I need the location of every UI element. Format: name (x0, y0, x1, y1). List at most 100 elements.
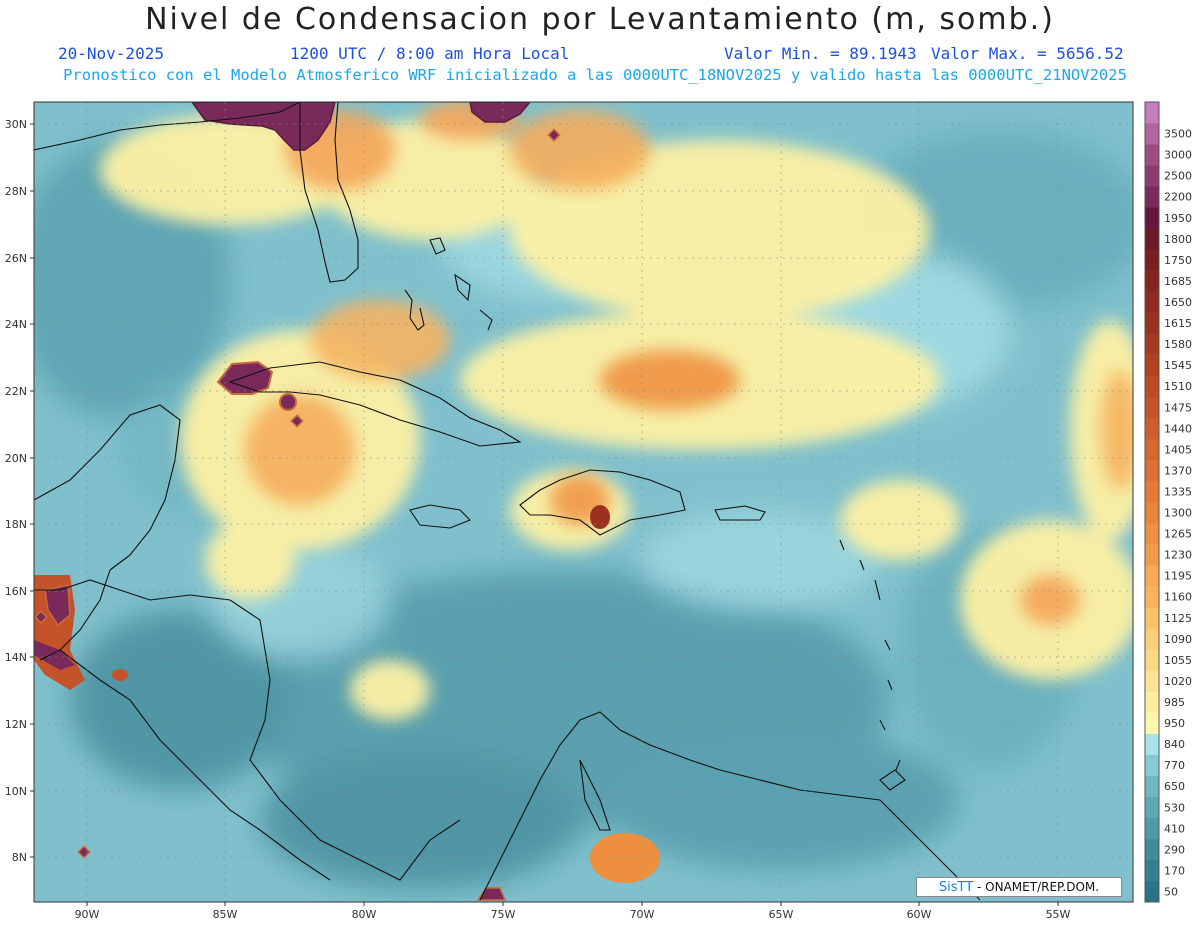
credit-box: SisTT - ONAMET/REP.DOM. (916, 877, 1122, 897)
legend-swatch (1145, 712, 1159, 734)
lat-label: 28N (5, 185, 27, 198)
legend-label: 410 (1164, 822, 1185, 835)
lat-label: 24N (5, 318, 27, 331)
legend-swatch (1145, 144, 1159, 166)
legend-swatch (1145, 565, 1159, 587)
legend-swatch (1145, 502, 1159, 524)
lat-label: 12N (5, 718, 27, 731)
legend-swatch (1145, 523, 1159, 545)
legend-label: 1230 (1164, 549, 1192, 562)
legend-swatch (1145, 817, 1159, 840)
lon-label: 60W (907, 908, 932, 921)
lon-label: 90W (75, 908, 100, 921)
legend-label: 3000 (1164, 149, 1192, 162)
legend-label: 1300 (1164, 507, 1192, 520)
legend-swatch (1145, 733, 1159, 755)
legend-swatch (1145, 375, 1159, 398)
legend-label: 2500 (1164, 170, 1192, 183)
map-frame (33, 101, 1134, 903)
legend-swatch (1145, 796, 1159, 819)
lon-label: 55W (1046, 908, 1071, 921)
legend-swatch (1145, 459, 1159, 482)
legend-swatch (1145, 186, 1159, 208)
lat-label: 30N (5, 118, 27, 131)
forecast-time: 1200 UTC / 8:00 am Hora Local (290, 44, 570, 63)
legend-label: 1405 (1164, 443, 1192, 456)
min-value-label: Valor Min. = 89.1943 (724, 44, 917, 63)
legend-label: 1440 (1164, 422, 1192, 435)
lat-label: 26N (5, 252, 27, 265)
legend-label: 950 (1164, 717, 1185, 730)
graticule (34, 102, 1133, 902)
legend-swatch (1145, 270, 1159, 292)
legend-swatch (1145, 123, 1159, 145)
legend-label: 1475 (1164, 401, 1192, 414)
legend-label: 1370 (1164, 464, 1192, 477)
legend-label: 290 (1164, 843, 1185, 856)
legend-swatch (1145, 417, 1159, 440)
lat-label: 16N (5, 585, 27, 598)
legend-label: 1800 (1164, 233, 1192, 246)
legend-label: 2200 (1164, 191, 1192, 204)
legend-swatch (1145, 880, 1159, 903)
legend-label: 1615 (1164, 317, 1192, 330)
legend-swatch (1145, 396, 1159, 419)
legend-swatch (1145, 775, 1159, 798)
legend-swatch (1145, 480, 1159, 503)
legend-label: 1020 (1164, 675, 1192, 688)
legend-label: 1580 (1164, 338, 1192, 351)
legend-swatch (1145, 438, 1159, 461)
legend-swatch (1145, 312, 1159, 334)
legend-swatch (1145, 207, 1159, 229)
legend-swatch (1145, 354, 1159, 376)
legend-swatch (1145, 249, 1159, 271)
legend-label: 1335 (1164, 485, 1192, 498)
lat-label: 14N (5, 651, 27, 664)
forecast-model-line: Pronostico con el Modelo Atmosferico WRF… (63, 66, 1127, 84)
legend-swatch (1145, 670, 1159, 692)
lon-label: 85W (213, 908, 238, 921)
legend-label: 1545 (1164, 359, 1192, 372)
legend-label: 170 (1164, 864, 1185, 877)
lon-label: 75W (491, 908, 516, 921)
lat-label: 20N (5, 452, 27, 465)
lcl-shaded-field (34, 102, 1133, 902)
credit-text: - ONAMET/REP.DOM. (973, 880, 1100, 894)
color-scale-legend: 50 170 290 410 530 650 770 840 950 985 1020 1055 109… (1144, 101, 1192, 903)
legend-label: 1055 (1164, 654, 1192, 667)
legend-label: 1685 (1164, 275, 1192, 288)
legend-label: 770 (1164, 759, 1185, 772)
legend-swatch (1145, 544, 1159, 566)
sistt-logo: SisTT (938, 880, 974, 895)
map-title: Nivel de Condensacion por Levantamiento … (145, 2, 1055, 37)
lat-label: 18N (5, 518, 27, 531)
legend-swatch (1145, 649, 1159, 671)
legend-label: 1090 (1164, 633, 1192, 646)
lon-label: 80W (352, 908, 377, 921)
legend-label: 1510 (1164, 380, 1192, 393)
legend-swatch (1145, 228, 1159, 250)
legend-label: 50 (1164, 885, 1178, 898)
lon-label: 70W (630, 908, 655, 921)
legend-label: 1750 (1164, 254, 1192, 267)
lon-label: 65W (769, 908, 794, 921)
legend-swatch (1145, 607, 1159, 629)
legend-label: 3500 (1164, 128, 1192, 141)
legend-label: 1160 (1164, 591, 1192, 604)
legend-label: 530 (1164, 801, 1185, 814)
legend-frame (1144, 101, 1160, 903)
legend-swatch (1145, 838, 1159, 861)
legend-swatch (1145, 628, 1159, 650)
legend-swatch (1145, 102, 1159, 124)
legend-label: 650 (1164, 780, 1185, 793)
legend-swatch (1145, 165, 1159, 187)
legend-label: 985 (1164, 696, 1185, 709)
longitude-axis: 90W 85W 80W 75W 70W 65W 60W 55W (75, 902, 1071, 921)
legend-label: 1950 (1164, 212, 1192, 225)
legend-swatch (1145, 691, 1159, 713)
legend-label: 1125 (1164, 612, 1192, 625)
max-value-label: Valor Max. = 5656.52 (931, 44, 1124, 63)
legend-swatch (1145, 291, 1159, 313)
lat-label: 10N (5, 785, 27, 798)
